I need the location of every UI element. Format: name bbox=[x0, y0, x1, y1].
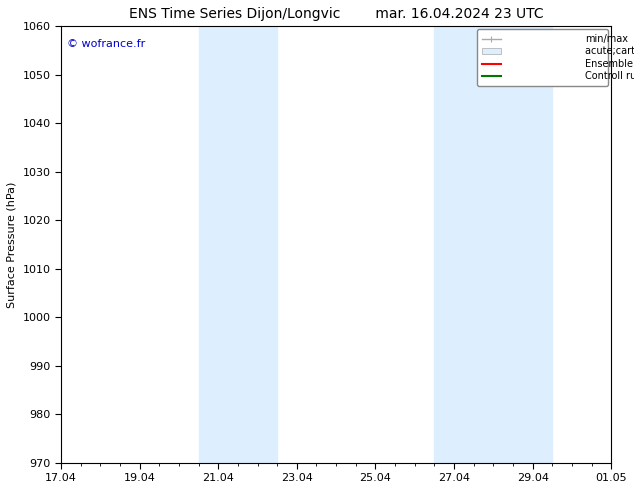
Text: © wofrance.fr: © wofrance.fr bbox=[67, 39, 145, 49]
Legend: min/max, acute;cart type, Ensemble mean run, Controll run: min/max, acute;cart type, Ensemble mean … bbox=[477, 29, 609, 86]
Bar bbox=[198, 26, 277, 463]
Bar bbox=[434, 26, 552, 463]
Title: ENS Time Series Dijon/Longvic        mar. 16.04.2024 23 UTC: ENS Time Series Dijon/Longvic mar. 16.04… bbox=[129, 7, 543, 21]
Y-axis label: Surface Pressure (hPa): Surface Pressure (hPa) bbox=[7, 181, 17, 308]
